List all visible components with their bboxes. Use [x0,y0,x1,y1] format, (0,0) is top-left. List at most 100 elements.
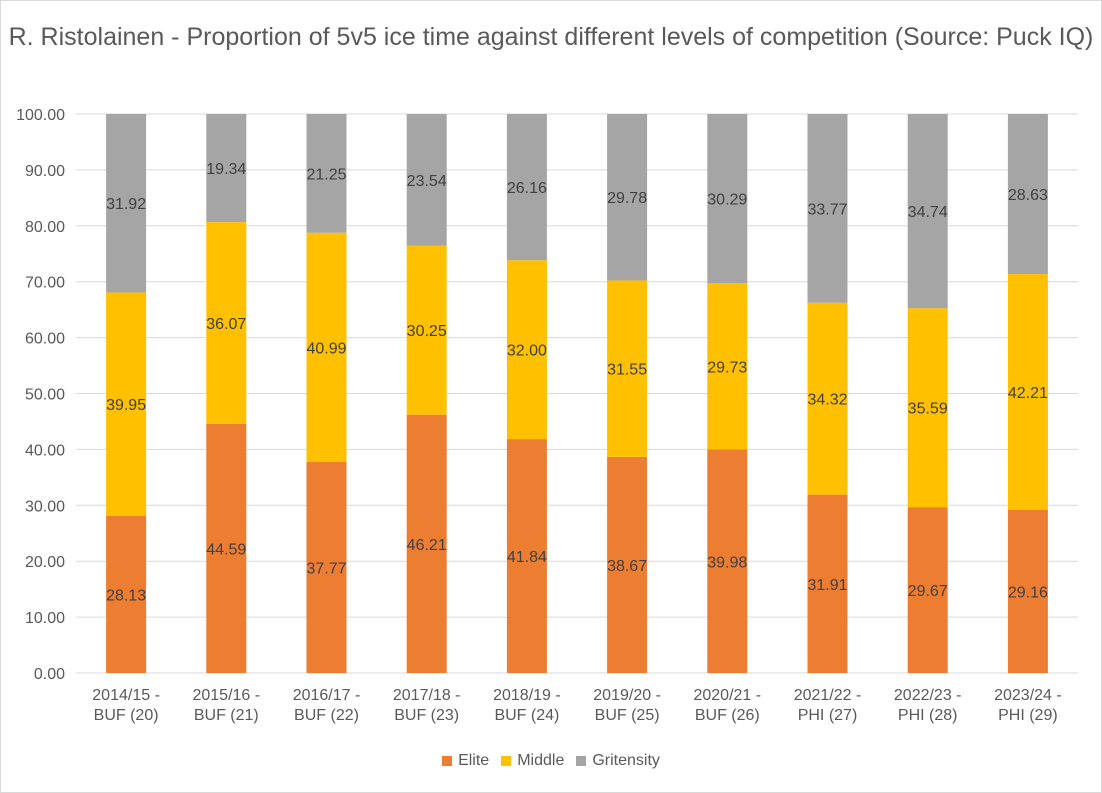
data-label: 44.59 [206,541,246,558]
y-tick-label: 70.00 [25,275,65,292]
axes: 0.00 10.00 20.00 30.00 40.00 50.00 60.00 70.00 8… [16,107,1062,724]
data-label: 28.13 [106,587,146,604]
data-label: 34.74 [908,204,948,221]
data-label: 34.32 [807,392,847,409]
bar-middle [206,222,247,424]
x-tick-label: BUF (26) [695,707,760,724]
data-label: 29.73 [707,359,747,376]
bar-elite [1007,509,1048,673]
data-label: 31.55 [607,362,647,379]
x-tick-label: BUF (24) [494,707,559,724]
bar-middle [807,302,848,495]
data-label: 38.67 [607,558,647,575]
x-tick-label: 2017/18 - [393,687,461,704]
data-label: 30.25 [407,323,447,340]
data-label: 29.78 [607,190,647,207]
bar-gritensity [907,114,948,309]
bar-elite [907,507,948,673]
x-tick-label: 2015/16 - [192,687,260,704]
data-label: 33.77 [807,201,847,218]
data-label: 30.29 [707,192,747,209]
legend-label: Gritensity [592,752,660,769]
y-tick-label: 20.00 [25,554,65,571]
x-tick-label: BUF (23) [394,707,459,724]
bar-middle [306,232,347,462]
bar-elite [807,494,848,673]
bar-gritensity [506,114,547,261]
data-label: 21.25 [306,166,346,183]
data-label: 36.07 [206,316,246,333]
bar-gritensity [807,114,848,303]
legend-swatch [576,756,587,766]
y-tick-label: 50.00 [25,387,65,404]
data-label: 35.59 [908,401,948,418]
bar-elite [406,414,447,673]
x-tick-label: 2021/22 - [794,687,862,704]
bar-elite [206,423,247,673]
data-label: 23.54 [407,173,447,190]
legend-label: Elite [458,752,490,769]
x-tick-label: 2014/15 - [92,687,160,704]
data-label: 28.63 [1008,187,1048,204]
data-label: 26.16 [507,180,547,197]
data-label: 37.77 [306,560,346,577]
x-tick-label: 2016/17 - [293,687,361,704]
bar-gritensity [707,114,748,284]
x-tick-label: 2023/24 - [994,687,1062,704]
data-label: 31.91 [807,577,847,594]
x-tick-label: BUF (25) [595,707,660,724]
legend: Elite Middle Gritensity [0,752,1102,771]
x-tick-label: 2019/20 - [593,687,661,704]
x-tick-label: PHI (29) [998,707,1058,724]
data-label: 29.67 [908,583,948,600]
data-label: 32.00 [507,343,547,360]
bar-middle [907,308,948,508]
x-tick-label: BUF (22) [294,707,359,724]
bar-gritensity [206,114,247,223]
bar-middle [406,245,447,415]
data-labels: 28.13 39.95 31.92 44.59 36.07 19.34 37.77 40.99… [106,161,1048,604]
bar-middle [506,260,547,440]
x-tick-label: PHI (27) [798,707,858,724]
data-label: 19.34 [206,161,246,178]
data-label: 46.21 [407,537,447,554]
bar-elite [506,439,547,673]
y-tick-label: 30.00 [25,498,65,515]
data-label: 39.98 [707,554,747,571]
y-tick-label: 0.00 [34,666,65,683]
data-label: 31.92 [106,196,146,213]
bar-gritensity [106,114,147,293]
y-tick-label: 100.00 [16,107,65,124]
y-tick-label: 40.00 [25,442,65,459]
legend-item-gritensity: Gritensity [576,752,660,771]
x-tick-label: 2020/21 - [693,687,761,704]
bar-elite [106,515,147,673]
bar-gritensity [406,114,447,246]
y-tick-label: 60.00 [25,331,65,348]
bar-middle [607,280,648,457]
legend-item-middle: Middle [501,752,564,771]
bar-elite [306,461,347,673]
bar-elite [707,449,748,673]
bar-middle [106,292,147,516]
x-tick-label: BUF (21) [194,707,259,724]
bars [106,113,1048,673]
data-label: 29.16 [1008,584,1048,601]
bar-gritensity [1007,114,1048,275]
y-tick-label: 80.00 [25,219,65,236]
legend-swatch [442,756,453,766]
data-label: 39.95 [106,397,146,414]
bar-middle [1007,274,1048,510]
bar-gritensity [306,113,347,233]
y-tick-label: 90.00 [25,163,65,180]
legend-item-elite: Elite [442,752,489,771]
legend-label: Middle [517,752,565,769]
x-tick-label: 2022/23 - [894,687,962,704]
chart-title: R. Ristolainen - Proportion of 5v5 ice t… [8,23,1094,51]
x-tick-label: BUF (20) [94,707,159,724]
x-tick-label: 2018/19 - [493,687,561,704]
x-tick-label: PHI (28) [898,707,958,724]
bar-middle [707,283,748,450]
legend-swatch [501,756,512,766]
